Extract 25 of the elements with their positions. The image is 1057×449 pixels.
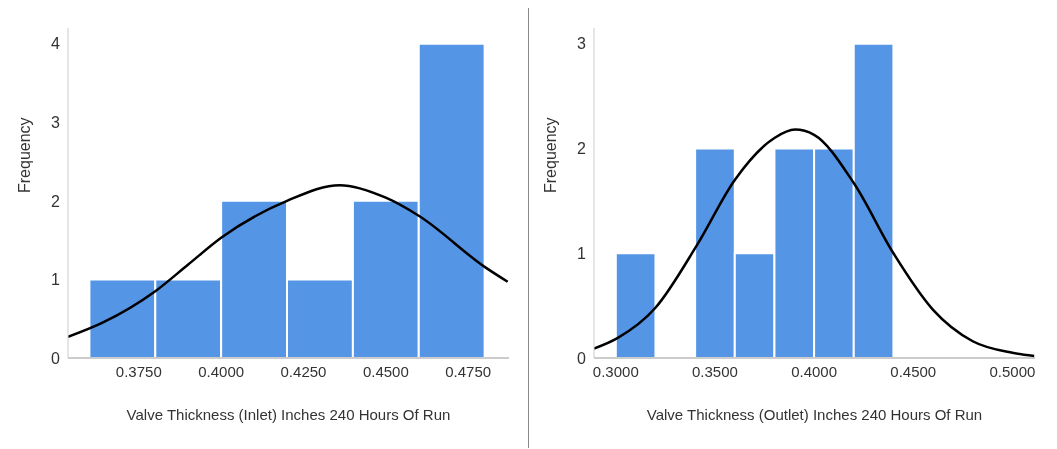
line-series [594,128,1035,358]
x-tick-label: 0.4000 [791,362,838,380]
y-tick-label: 1 [577,244,587,262]
y-tick-label: 2 [51,192,61,210]
x-tick-label: 0.4750 [445,362,492,380]
line-series [68,183,509,339]
y-tick-label: 0 [577,349,587,367]
y-tick-label: 3 [577,35,587,53]
x-axis-title: Valve Thickness (Outlet) Inches 240 Hours Of Run [646,406,983,423]
x-tick-label: 0.4500 [890,362,937,380]
x-tick-label: 0.3750 [115,362,162,380]
x-tick-label: 0.3000 [592,362,639,380]
x-tick-label: 0.5000 [989,362,1036,380]
x-tick-label: 0.3500 [692,362,738,380]
x-tick-label: 0.4250 [280,362,327,380]
y-axis-title: Frequency [541,117,559,193]
x-tick-label: 0.4000 [198,362,245,380]
y-axis-title: Frequency [15,117,33,193]
x-axis-title: Valve Thickness (Inlet) Inches 240 Hours Of Run [126,406,451,423]
y-tick-label: 2 [577,140,587,158]
y-tick-label: 0 [51,349,61,367]
y-tick-label: 3 [51,113,61,131]
y-tick-label: 1 [51,271,61,289]
y-tick-label: 4 [51,35,61,53]
x-tick-label: 0.4500 [362,362,409,380]
